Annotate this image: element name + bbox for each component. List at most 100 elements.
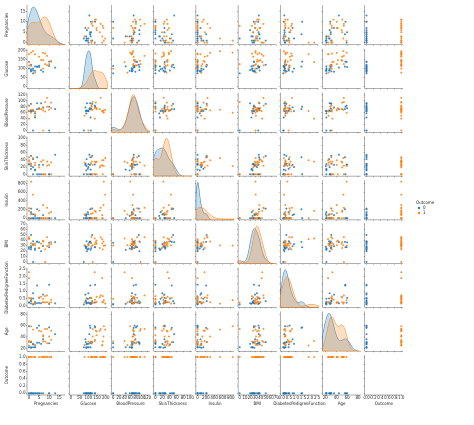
point — [48, 283, 51, 286]
point — [28, 159, 31, 162]
point — [345, 164, 348, 167]
point — [170, 108, 173, 111]
point — [365, 60, 368, 63]
point — [32, 129, 35, 132]
point — [170, 33, 173, 36]
point — [124, 248, 127, 251]
point — [91, 163, 94, 166]
point — [238, 392, 241, 395]
point — [91, 20, 94, 23]
point — [167, 27, 170, 30]
point — [32, 173, 35, 176]
point — [84, 338, 87, 341]
x-axis-label: Age — [338, 401, 346, 406]
point — [139, 217, 142, 220]
point — [173, 217, 176, 220]
y-tick-label: 2.5 — [19, 266, 26, 271]
point — [38, 217, 41, 220]
point — [293, 342, 296, 345]
point — [124, 65, 127, 68]
point — [54, 302, 57, 305]
point — [133, 298, 136, 301]
point — [93, 117, 96, 120]
point — [84, 27, 87, 30]
point — [34, 114, 37, 117]
point — [89, 242, 92, 245]
point — [136, 60, 139, 63]
x-tick-label: 60 — [269, 395, 275, 400]
point — [284, 261, 287, 264]
point — [365, 129, 368, 132]
point — [346, 296, 349, 299]
point — [93, 104, 96, 107]
point — [346, 31, 349, 34]
point — [130, 343, 133, 346]
point — [325, 301, 328, 304]
point — [130, 292, 133, 295]
x-tick-label: 40 — [167, 395, 173, 400]
point — [99, 328, 102, 331]
point — [291, 245, 294, 248]
point — [196, 59, 199, 62]
point — [330, 70, 333, 73]
point — [203, 31, 206, 34]
point — [87, 244, 90, 247]
point — [101, 214, 104, 217]
point — [254, 343, 257, 346]
point — [252, 209, 255, 212]
point — [327, 35, 330, 38]
y-tick-label: 15 — [20, 8, 26, 13]
point — [196, 342, 199, 345]
point — [282, 157, 285, 160]
point — [325, 65, 328, 68]
point — [253, 64, 256, 67]
y-tick-label: 0 — [23, 128, 26, 133]
point — [288, 242, 291, 245]
point — [128, 301, 131, 304]
point — [154, 33, 157, 36]
point — [131, 69, 134, 72]
point — [342, 37, 345, 40]
y-tick-label: 800 — [18, 181, 26, 186]
point — [330, 24, 333, 27]
point — [287, 240, 290, 243]
point — [154, 246, 157, 249]
point — [365, 33, 368, 36]
point — [130, 164, 133, 167]
point — [82, 217, 85, 220]
point — [170, 326, 173, 329]
point — [163, 35, 166, 38]
x-tick-label: 400 — [210, 395, 218, 400]
point — [138, 29, 141, 32]
point — [154, 217, 157, 220]
point — [136, 325, 139, 328]
point — [38, 246, 41, 249]
point — [128, 247, 131, 250]
point — [289, 160, 292, 163]
point — [134, 20, 137, 23]
point — [206, 104, 209, 107]
point — [87, 173, 90, 176]
point — [82, 129, 85, 132]
point — [50, 60, 53, 63]
point — [286, 111, 289, 114]
point — [95, 29, 98, 32]
point — [262, 328, 265, 331]
point — [196, 64, 199, 67]
point — [170, 64, 173, 67]
point — [264, 39, 267, 42]
point — [101, 173, 104, 176]
point — [85, 240, 88, 243]
point — [200, 292, 203, 295]
point — [283, 14, 286, 17]
point — [332, 242, 335, 245]
point — [335, 204, 338, 207]
point — [250, 173, 253, 176]
point — [400, 245, 403, 248]
point — [284, 169, 287, 172]
point — [328, 240, 331, 243]
point — [196, 35, 199, 38]
point — [85, 173, 88, 176]
point — [327, 238, 330, 241]
point — [206, 341, 209, 344]
